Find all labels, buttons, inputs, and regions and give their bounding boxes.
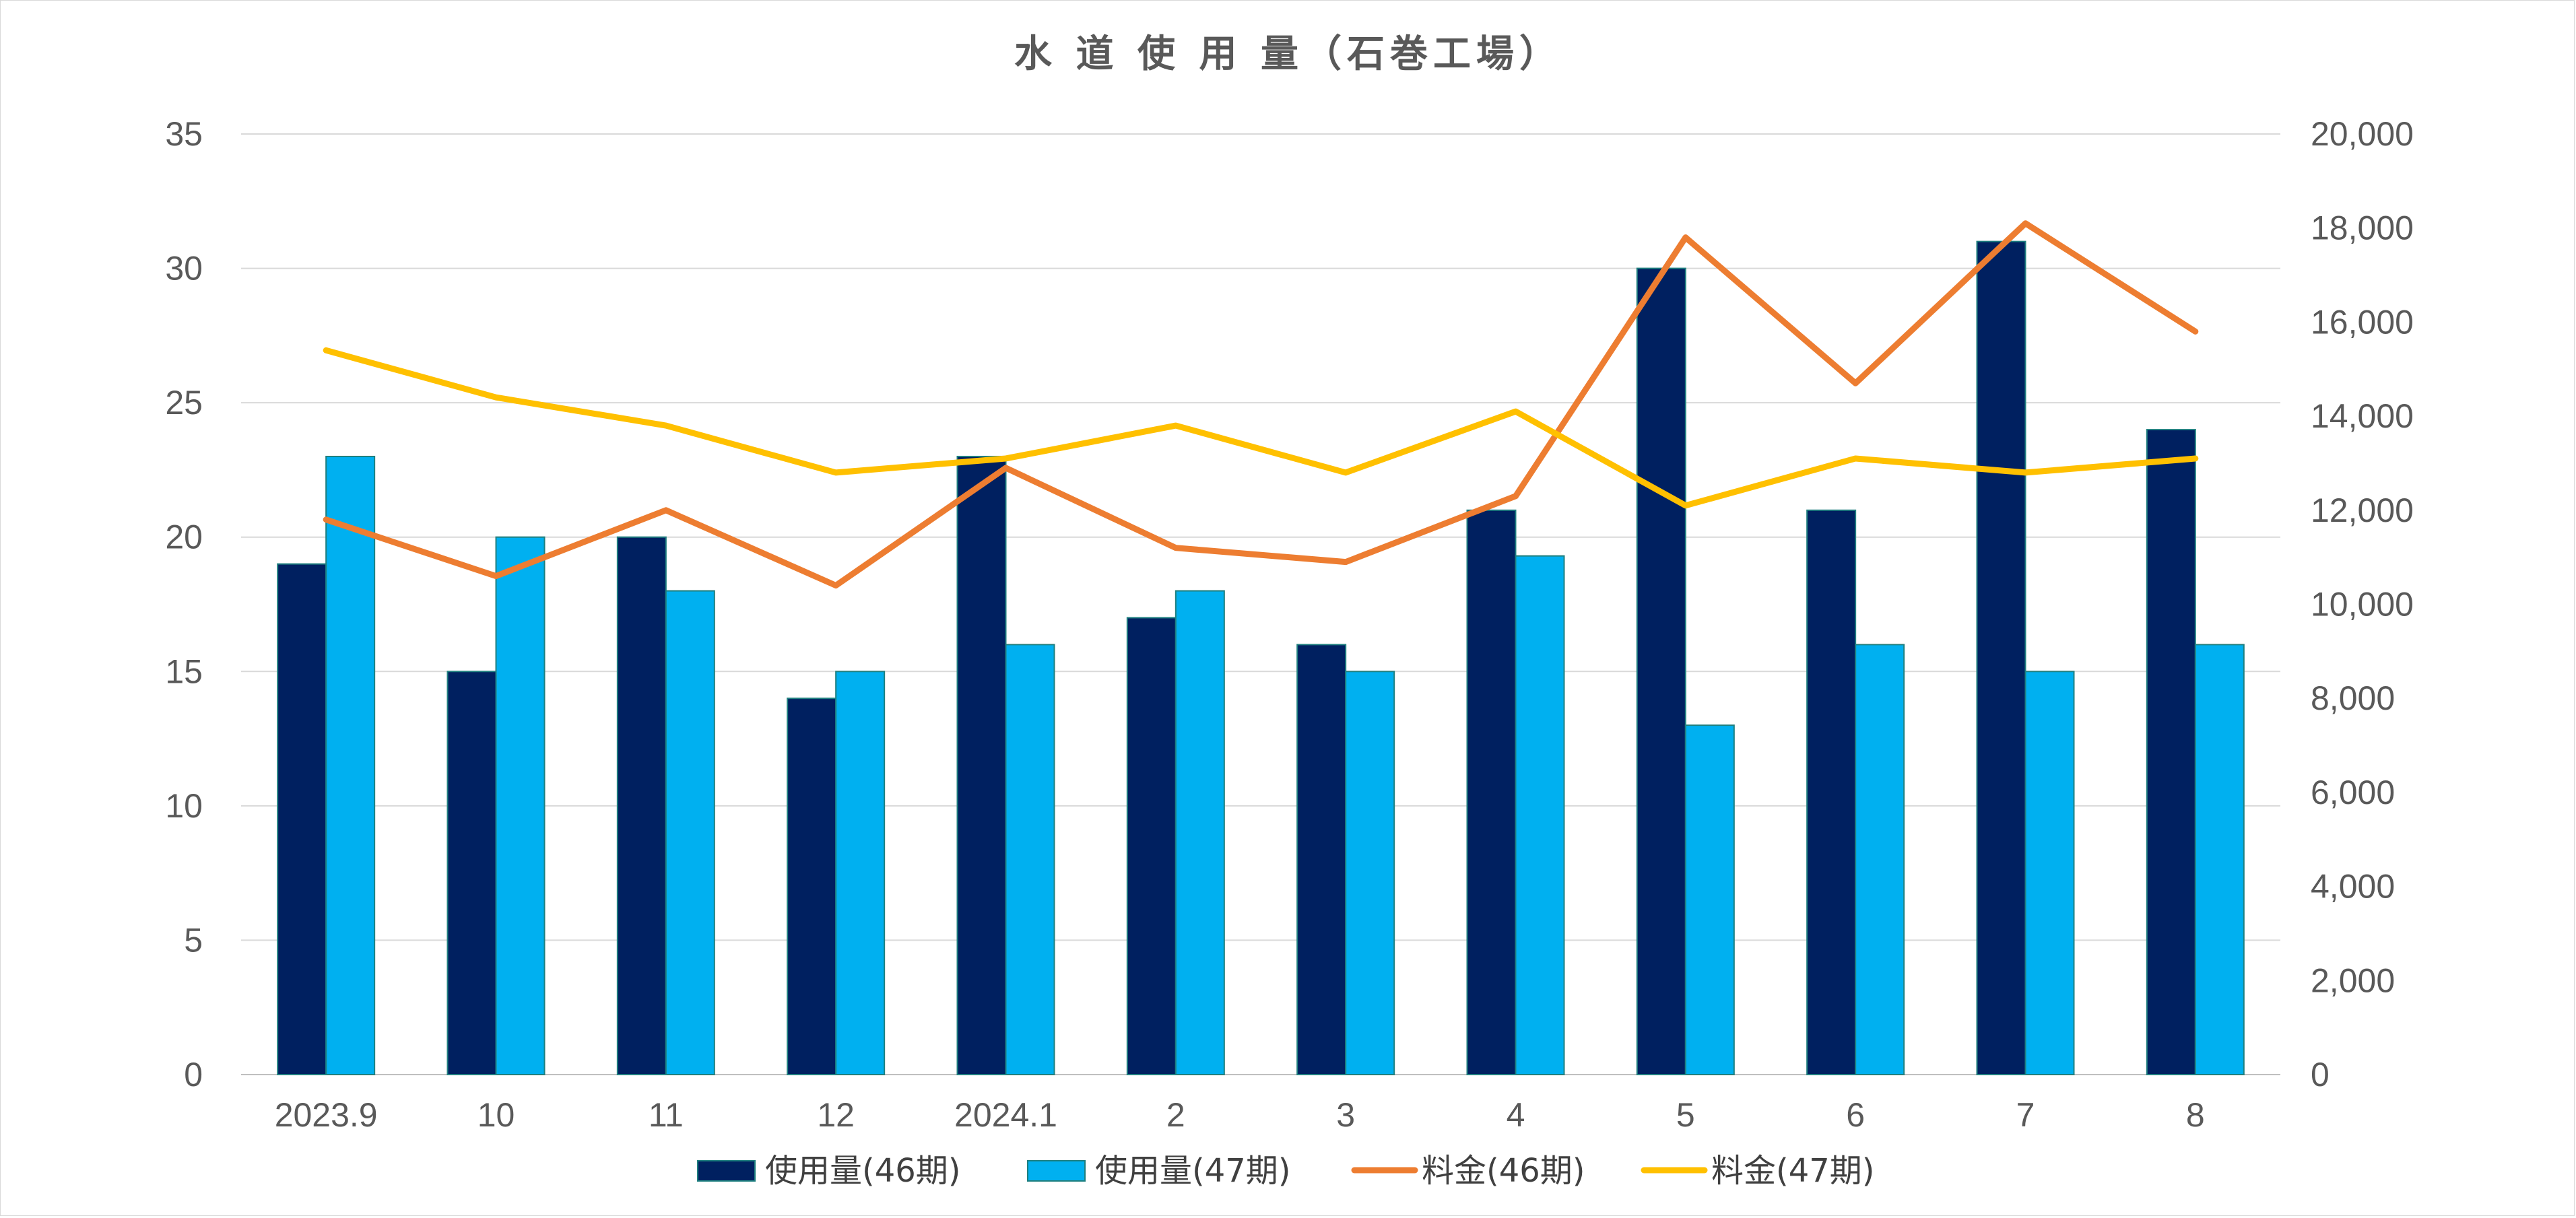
left-tick-label: 30 (165, 250, 203, 287)
line-charge-47 (323, 347, 2199, 509)
x-tick-label: 10 (477, 1096, 515, 1134)
bar-usage-47 (1855, 644, 1905, 1075)
x-tick-label: 2023.9 (275, 1096, 378, 1134)
right-tick-label: 14,000 (2311, 397, 2414, 435)
right-tick-label: 10,000 (2311, 586, 2414, 623)
x-tick-label: 3 (1336, 1096, 1355, 1134)
right-tick-label: 20,000 (2311, 115, 2414, 153)
bar-usage-47 (1345, 671, 1395, 1075)
left-tick-label: 0 (184, 1056, 203, 1093)
right-tick-label: 18,000 (2311, 209, 2414, 247)
bar-usage-47 (835, 671, 886, 1075)
bar-usage-46 (616, 536, 667, 1075)
x-tick-label: 5 (1676, 1096, 1695, 1134)
x-axis: 2023.9 10 11 12 2024.1 2 3 4 5 6 7 8 (275, 1096, 2205, 1134)
bar-usage-46 (1466, 509, 1517, 1075)
bar-usage-46 (447, 671, 497, 1075)
bar-usage-46 (956, 455, 1007, 1075)
left-tick-label: 25 (165, 384, 203, 421)
x-tick-label: 12 (817, 1096, 855, 1134)
legend: 使用量(46期) 使用量(47期) 料金(46期) 料金(47期) (697, 1152, 1875, 1190)
line-series (323, 220, 2199, 589)
right-tick-label: 0 (2311, 1056, 2330, 1093)
legend-label: 料金(47期) (1711, 1152, 1875, 1190)
right-tick-label: 16,000 (2311, 303, 2414, 341)
bar-series (277, 240, 2245, 1076)
bar-usage-46 (1806, 509, 1857, 1075)
right-tick-label: 8,000 (2311, 679, 2395, 717)
left-tick-label: 15 (165, 652, 203, 690)
x-tick-label: 4 (1507, 1096, 1525, 1134)
x-tick-label: 6 (1846, 1096, 1865, 1134)
line-charge-46 (323, 220, 2199, 589)
left-tick-label: 35 (165, 115, 203, 153)
left-tick-label: 5 (184, 921, 203, 959)
chart-title: 水 道 使 用 量（石巻工場） (1014, 32, 1562, 76)
left-tick-label: 10 (165, 787, 203, 825)
legend-label: 使用量(47期) (1095, 1152, 1291, 1190)
left-tick-label: 20 (165, 518, 203, 556)
bar-usage-47 (1005, 644, 1055, 1075)
bar-usage-46 (2146, 429, 2196, 1075)
right-y-axis: 0 2,000 4,000 6,000 8,000 10,000 12,000 14,000 1… (2311, 115, 2414, 1093)
legend-label: 料金(46期) (1422, 1152, 1585, 1190)
legend-swatch (1027, 1160, 1086, 1182)
right-tick-label: 12,000 (2311, 492, 2414, 529)
x-tick-label: 2 (1166, 1096, 1185, 1134)
grid-lines (241, 133, 2280, 1075)
bar-usage-47 (2194, 644, 2245, 1075)
bar-usage-46 (1636, 267, 1686, 1076)
legend-label: 使用量(46期) (765, 1152, 961, 1190)
bar-usage-47 (2024, 671, 2075, 1075)
right-tick-label: 2,000 (2311, 961, 2395, 999)
bar-usage-46 (787, 698, 837, 1075)
bar-usage-46 (1976, 240, 2026, 1076)
x-tick-label: 8 (2186, 1096, 2205, 1134)
right-tick-label: 6,000 (2311, 774, 2395, 811)
bar-usage-46 (1126, 617, 1177, 1075)
legend-swatch (697, 1160, 756, 1182)
bar-usage-46 (1296, 644, 1347, 1075)
right-tick-label: 4,000 (2311, 868, 2395, 906)
bar-usage-47 (1684, 724, 1735, 1075)
x-tick-label: 2024.1 (954, 1096, 1057, 1134)
bar-usage-46 (277, 563, 327, 1075)
bar-usage-47 (1175, 590, 1225, 1075)
bar-usage-47 (1515, 555, 1565, 1075)
bar-usage-47 (495, 536, 546, 1075)
left-y-axis: 0 5 10 15 20 25 30 35 (165, 115, 203, 1093)
bar-usage-47 (325, 455, 376, 1075)
bar-usage-47 (665, 590, 715, 1075)
x-tick-label: 11 (649, 1096, 684, 1134)
x-tick-label: 7 (2016, 1096, 2035, 1134)
